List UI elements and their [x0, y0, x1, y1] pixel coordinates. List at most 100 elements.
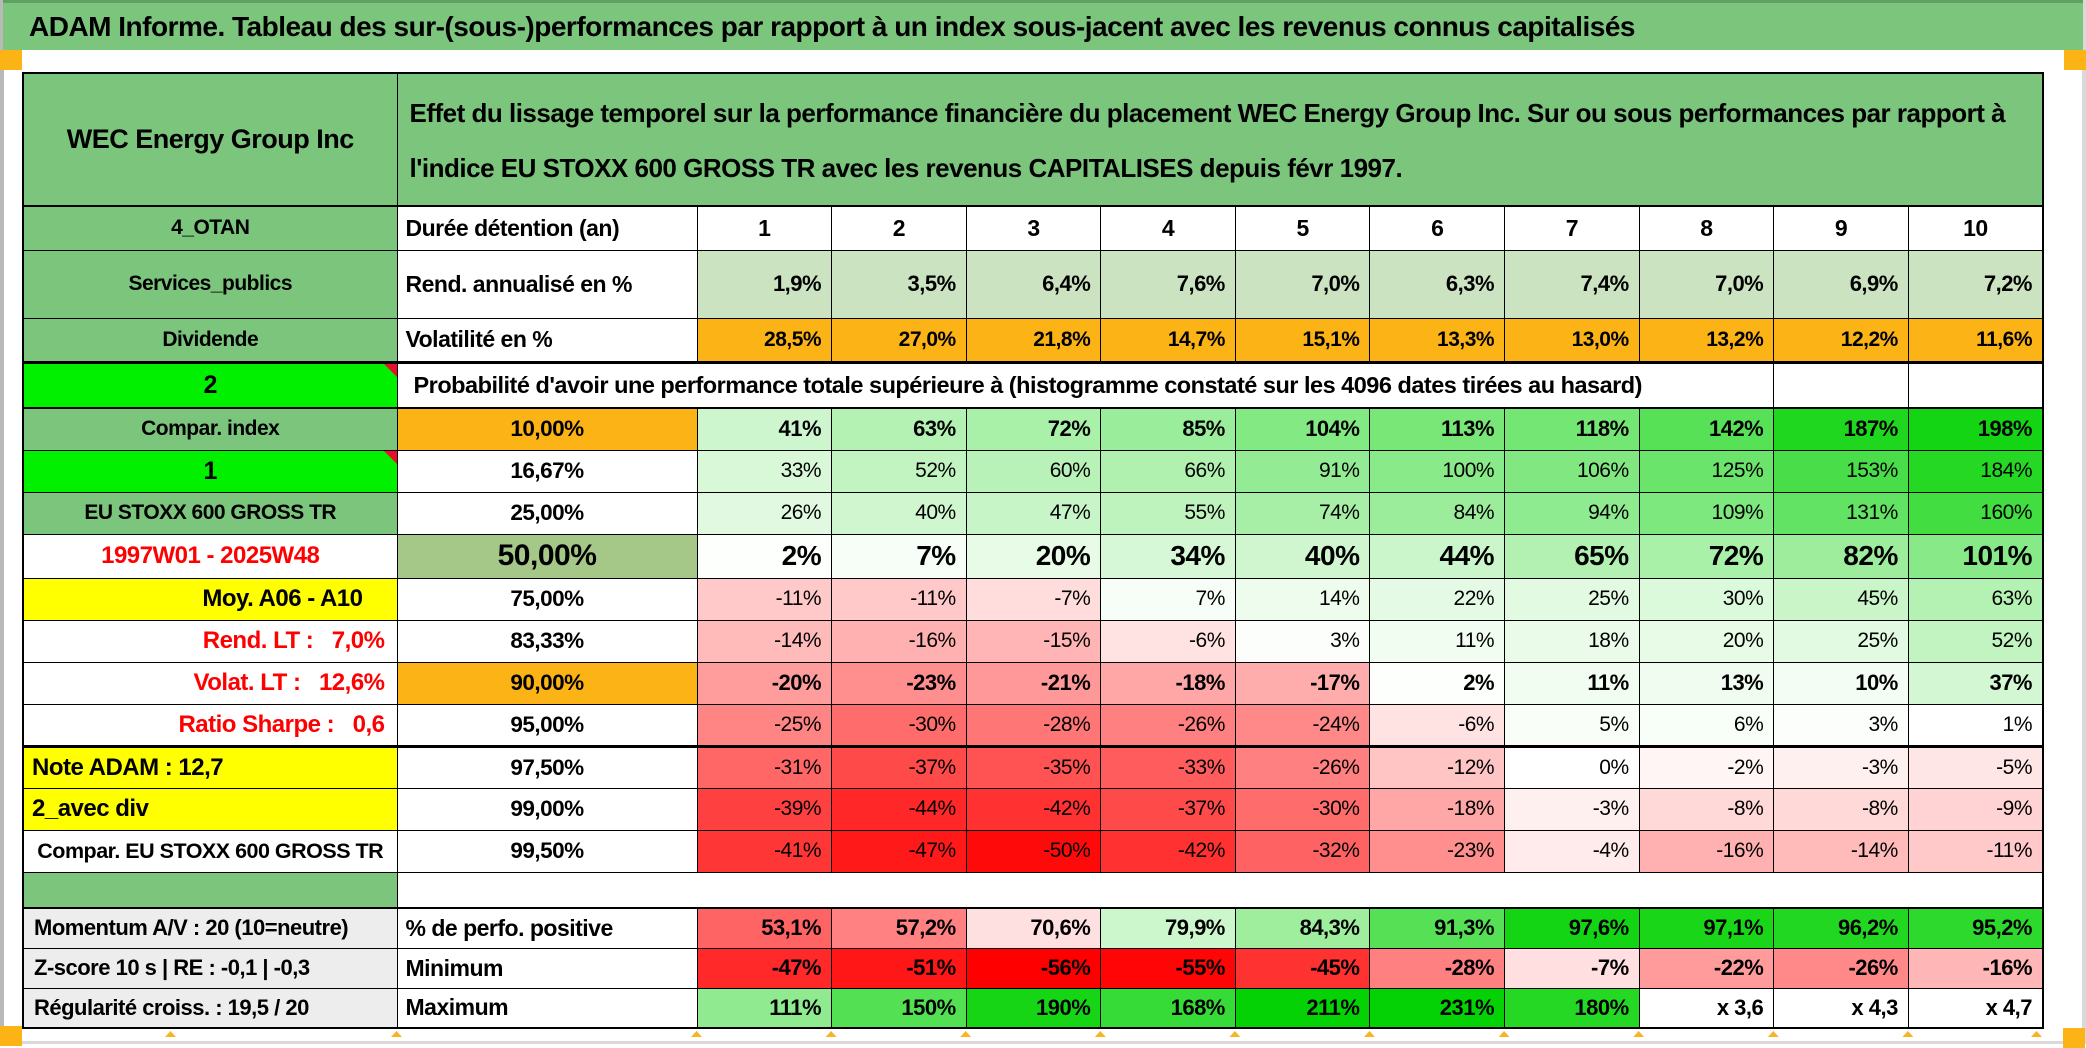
row-label[interactable]: EU STOXX 600 GROSS TR — [22, 491, 398, 535]
probability-cell[interactable]: -35% — [965, 744, 1102, 789]
probability-cell[interactable]: 14% — [1234, 577, 1371, 621]
volatility-cell[interactable]: 27,0% — [831, 317, 967, 363]
summary-label[interactable]: Maximum — [396, 987, 698, 1029]
probability-cell[interactable]: -20% — [696, 661, 833, 705]
table-description[interactable]: Effet du lissage temporel sur la perform… — [396, 72, 2044, 207]
probability-cell[interactable]: 10% — [1773, 661, 1909, 705]
summary-label[interactable]: Minimum — [396, 947, 698, 989]
probability-cell[interactable]: 11% — [1504, 661, 1640, 705]
quantile-cell[interactable]: 25,00% — [396, 491, 698, 535]
return-cell[interactable]: 1,9% — [696, 249, 833, 319]
probability-cell[interactable]: -3% — [1773, 744, 1909, 789]
quantile-cell[interactable]: 99,00% — [396, 787, 698, 831]
quantile-cell[interactable]: 83,33% — [396, 619, 698, 663]
probability-cell[interactable]: 91% — [1234, 449, 1371, 493]
probability-cell[interactable]: 44% — [1369, 533, 1506, 579]
volatility-cell[interactable]: 21,8% — [965, 317, 1102, 363]
probability-cell[interactable]: 52% — [831, 449, 967, 493]
probability-cell[interactable]: -37% — [1100, 787, 1236, 831]
summary-cell[interactable]: -28% — [1369, 947, 1506, 989]
probability-cell[interactable]: -12% — [1369, 744, 1506, 789]
summary-cell[interactable]: x 4,7 — [1907, 987, 2044, 1029]
summary-cell[interactable]: -51% — [831, 947, 967, 989]
probability-cell[interactable]: 94% — [1504, 491, 1640, 535]
probability-cell[interactable]: -42% — [1100, 829, 1236, 873]
probability-cell[interactable]: -2% — [1638, 744, 1775, 789]
probability-cell[interactable]: -50% — [965, 829, 1102, 873]
summary-cell[interactable]: 180% — [1504, 987, 1640, 1029]
probability-cell[interactable]: -16% — [1638, 829, 1775, 873]
probability-cell[interactable]: 160% — [1907, 491, 2044, 535]
probability-cell[interactable]: -31% — [696, 744, 833, 789]
probability-cell[interactable]: -25% — [696, 703, 833, 747]
row-label[interactable]: 1997W01 - 2025W48 — [22, 533, 398, 579]
quantile-cell[interactable]: 16,67% — [396, 449, 698, 493]
probability-cell[interactable]: 153% — [1773, 449, 1909, 493]
year-header-cell[interactable]: 10 — [1907, 205, 2044, 251]
volatility-cell[interactable]: 28,5% — [696, 317, 833, 363]
summary-cell[interactable]: 111% — [696, 987, 833, 1029]
summary-cell[interactable]: 53,1% — [696, 907, 833, 949]
year-header-cell[interactable]: 1 — [696, 205, 833, 251]
probability-cell[interactable]: 104% — [1234, 407, 1371, 451]
probability-cell[interactable]: 20% — [965, 533, 1102, 579]
return-cell[interactable]: 6,9% — [1773, 249, 1909, 319]
probability-cell[interactable]: 30% — [1638, 577, 1775, 621]
probability-cell[interactable]: 106% — [1504, 449, 1640, 493]
summary-cell[interactable]: 168% — [1100, 987, 1236, 1029]
probability-cell[interactable]: 63% — [831, 407, 967, 451]
probability-cell[interactable]: -11% — [696, 577, 833, 621]
summary-cell[interactable]: -56% — [965, 947, 1102, 989]
year-header-cell[interactable]: 5 — [1234, 205, 1371, 251]
probability-cell[interactable]: -33% — [1100, 744, 1236, 789]
year-header-cell[interactable]: 7 — [1504, 205, 1640, 251]
quantile-cell[interactable]: 97,50% — [396, 744, 698, 789]
probability-cell[interactable]: 6% — [1638, 703, 1775, 747]
row-label-4otan[interactable]: 4_OTAN — [22, 205, 398, 251]
return-cell[interactable]: 7,0% — [1638, 249, 1775, 319]
probability-cell[interactable]: 7% — [1100, 577, 1236, 621]
return-cell[interactable]: 7,2% — [1907, 249, 2044, 319]
separator-cell[interactable] — [22, 871, 398, 909]
probability-cell[interactable]: 45% — [1773, 577, 1909, 621]
summary-cell[interactable]: x 3,6 — [1638, 987, 1775, 1029]
probability-cell[interactable]: 109% — [1638, 491, 1775, 535]
probability-cell[interactable]: 187% — [1773, 407, 1909, 451]
probability-cell[interactable]: 2% — [696, 533, 833, 579]
probability-cell[interactable]: 25% — [1773, 619, 1909, 663]
year-header-cell[interactable]: 6 — [1369, 205, 1506, 251]
probability-cell[interactable]: -11% — [1907, 829, 2044, 873]
probability-cell[interactable]: -30% — [831, 703, 967, 747]
probability-cell[interactable]: -24% — [1234, 703, 1371, 747]
probability-cell[interactable]: 0% — [1504, 744, 1640, 789]
annualized-return-label[interactable]: Rend. annualisé en % — [396, 249, 698, 319]
quantile-cell[interactable]: 50,00% — [396, 533, 698, 579]
probability-cell[interactable]: 113% — [1369, 407, 1506, 451]
quantile-cell[interactable]: 95,00% — [396, 703, 698, 747]
probability-cell[interactable]: -15% — [965, 619, 1102, 663]
return-cell[interactable]: 7,4% — [1504, 249, 1640, 319]
probability-cell[interactable]: -18% — [1100, 661, 1236, 705]
probability-cell[interactable]: -32% — [1234, 829, 1371, 873]
probability-cell[interactable]: -26% — [1234, 744, 1371, 789]
volatility-cell[interactable]: 13,2% — [1638, 317, 1775, 363]
probability-cell[interactable]: 34% — [1100, 533, 1236, 579]
return-cell[interactable]: 6,3% — [1369, 249, 1506, 319]
volatility-cell[interactable]: 14,7% — [1100, 317, 1236, 363]
probability-cell[interactable]: -4% — [1504, 829, 1640, 873]
summary-cell[interactable]: -7% — [1504, 947, 1640, 989]
probability-cell[interactable]: 22% — [1369, 577, 1506, 621]
summary-cell[interactable]: 211% — [1234, 987, 1371, 1029]
quantile-cell[interactable]: 90,00% — [396, 661, 698, 705]
row-label-2[interactable]: 2 — [22, 360, 398, 409]
summary-cell[interactable]: -55% — [1100, 947, 1236, 989]
probability-cell[interactable]: 125% — [1638, 449, 1775, 493]
probability-cell[interactable]: -6% — [1100, 619, 1236, 663]
probability-cell[interactable]: 40% — [831, 491, 967, 535]
probability-cell[interactable]: -18% — [1369, 787, 1506, 831]
probability-cell[interactable]: 11% — [1369, 619, 1506, 663]
row-label[interactable]: Volat. LT : 12,6% — [22, 661, 398, 705]
row-label[interactable]: Z-score 10 s | RE : -0,1 | -0,3 — [22, 947, 398, 989]
probability-cell[interactable]: 82% — [1773, 533, 1909, 579]
probability-cell[interactable]: 84% — [1369, 491, 1506, 535]
